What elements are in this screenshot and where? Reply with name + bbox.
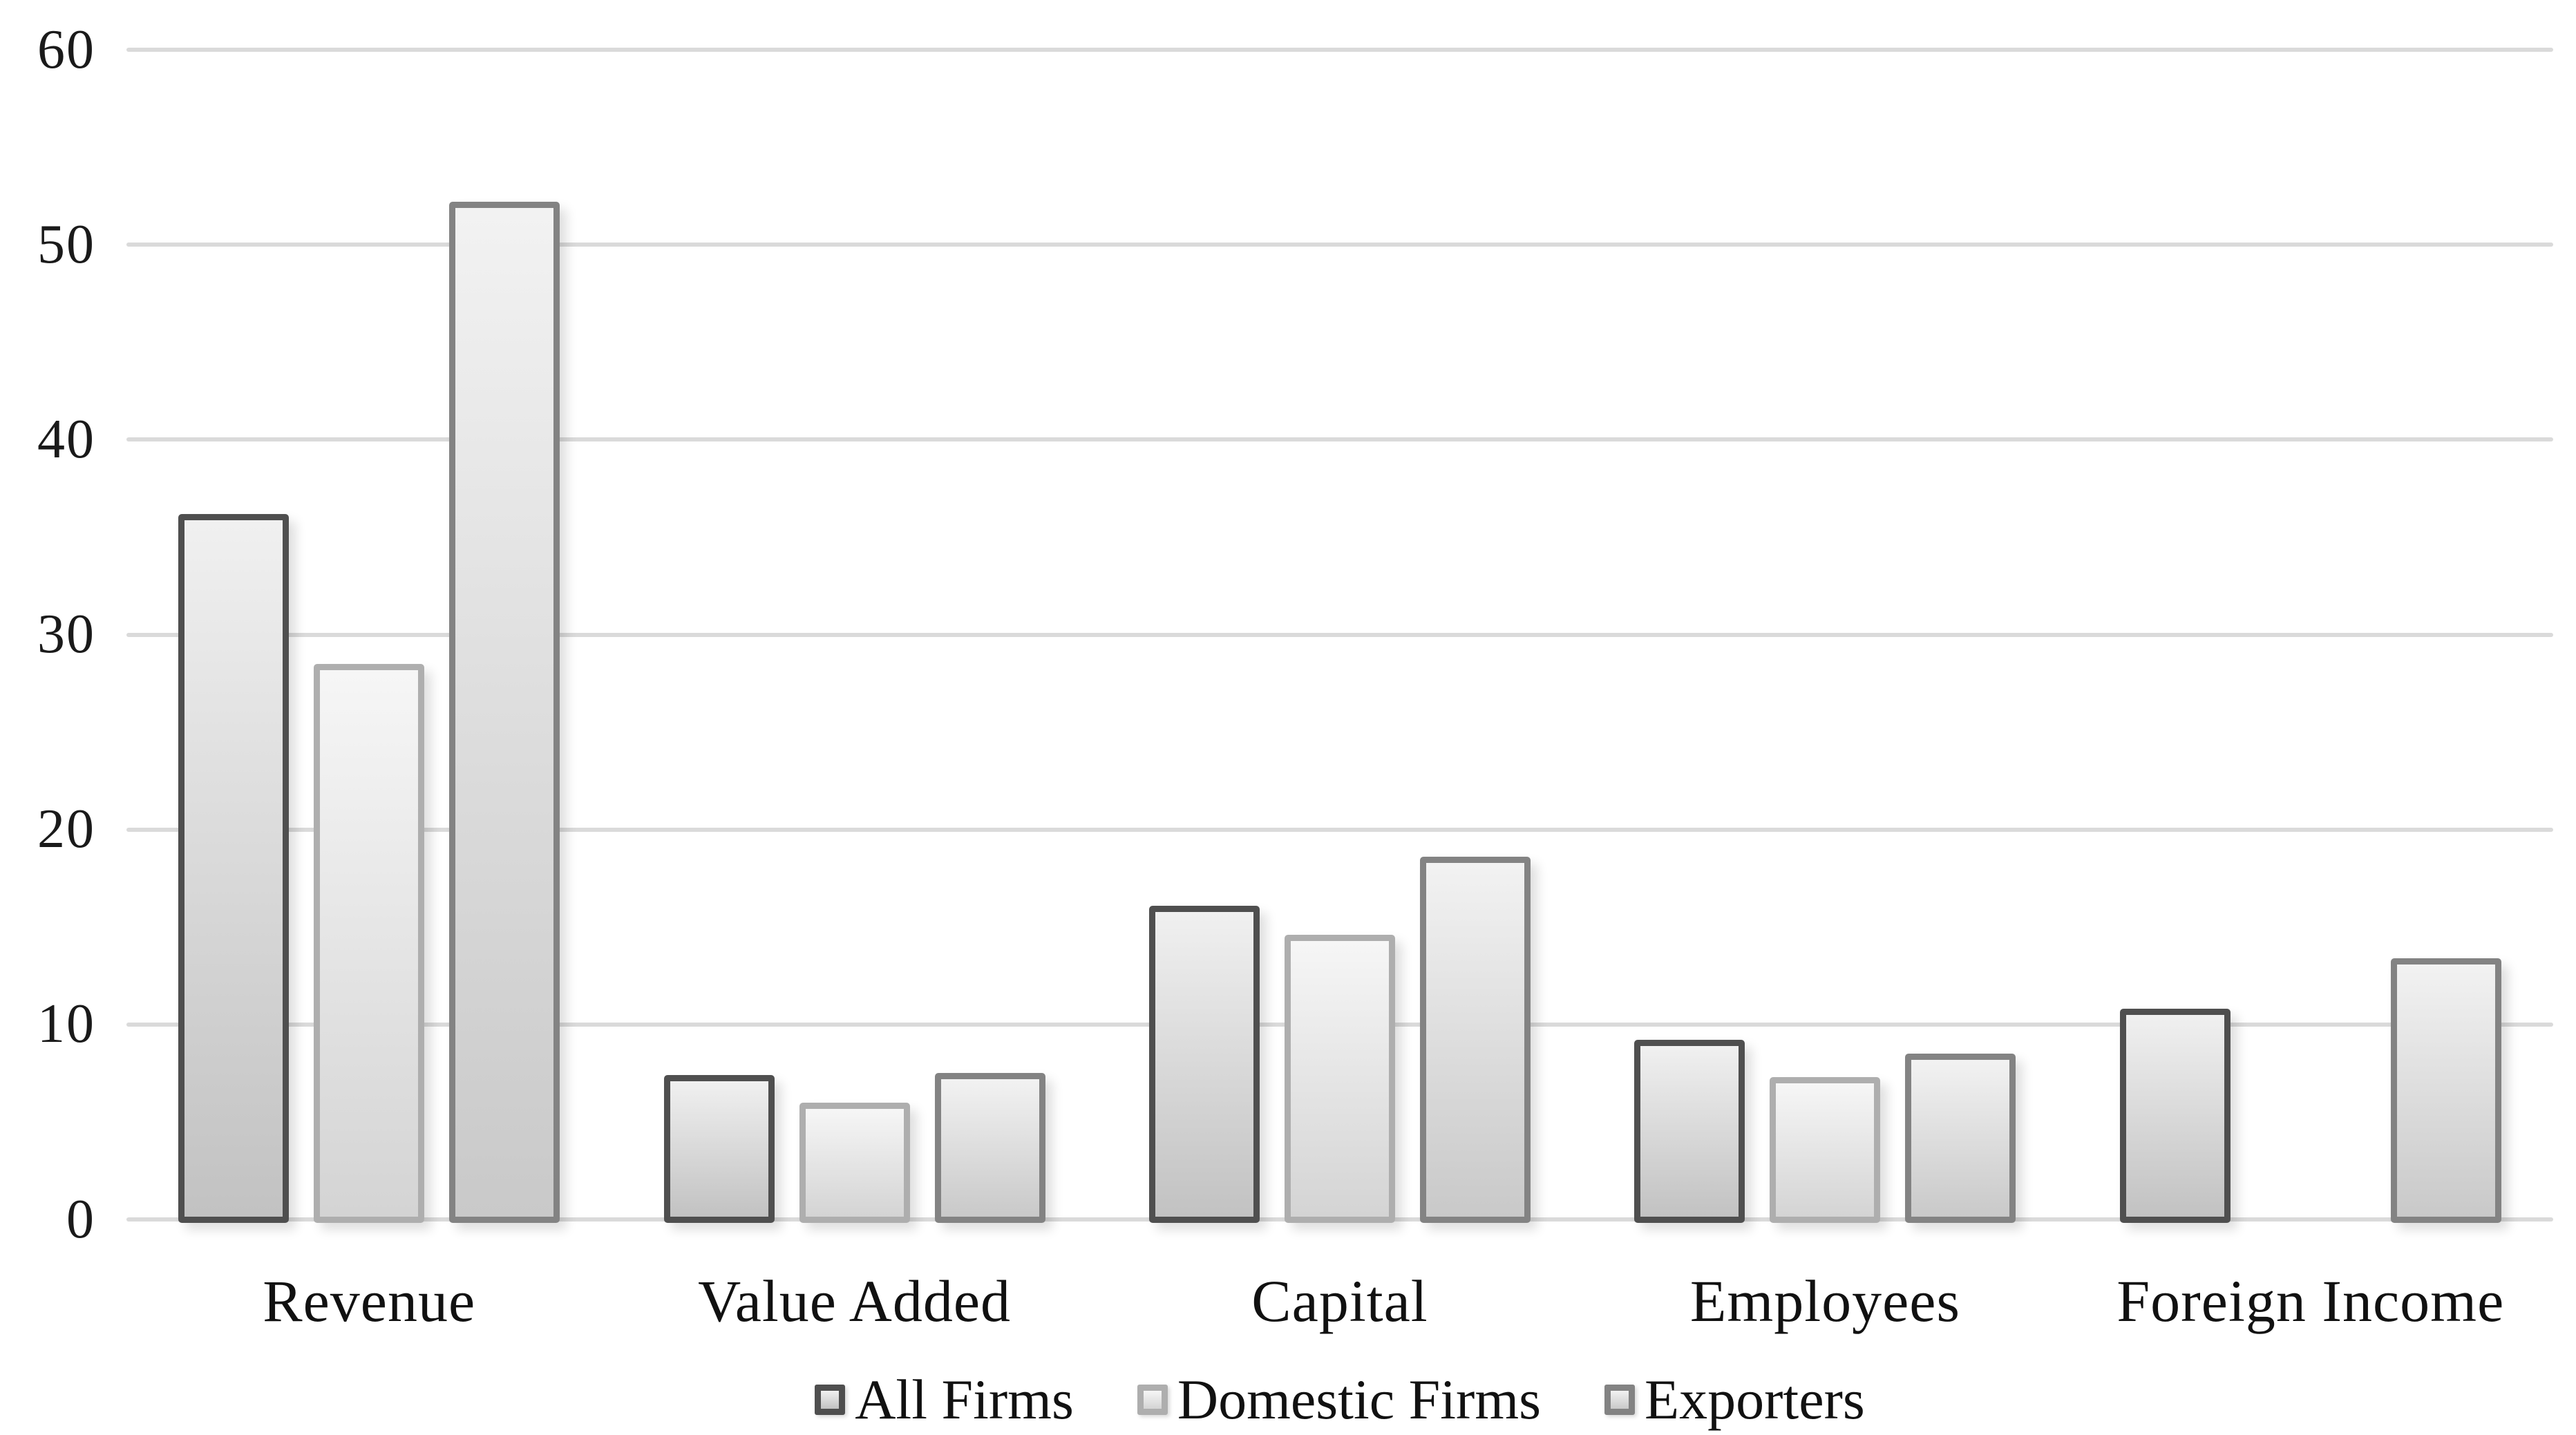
bar-exporters-value-added xyxy=(934,1073,1045,1223)
legend-item-exporters: Exporters xyxy=(1604,1367,1865,1432)
bar-all-firms-capital xyxy=(1149,905,1260,1223)
y-axis-tick-label: 30 xyxy=(37,604,95,665)
legend-swatch-icon xyxy=(1604,1385,1636,1415)
bar-all-firms-employees xyxy=(1634,1040,1745,1223)
gridline-y-20 xyxy=(126,827,2553,832)
x-axis-category-label: Revenue xyxy=(263,1268,476,1334)
legend-item-domestic-firms: Domestic Firms xyxy=(1137,1367,1541,1432)
y-axis-tick-label: 20 xyxy=(37,799,95,860)
legend-label: All Firms xyxy=(855,1368,1074,1431)
bar-domestic-firms-employees xyxy=(1770,1077,1881,1223)
x-axis-category-label: Employees xyxy=(1689,1268,1960,1334)
x-axis-category-label: Capital xyxy=(1251,1268,1428,1334)
bar-domestic-firms-revenue xyxy=(314,663,425,1223)
bar-all-firms-revenue xyxy=(178,513,290,1223)
legend-label: Domestic Firms xyxy=(1177,1368,1542,1431)
gridline-y-30 xyxy=(126,632,2553,637)
y-axis-tick-label: 10 xyxy=(37,994,95,1055)
y-axis-tick-label: 40 xyxy=(37,408,95,470)
gridline-y-40 xyxy=(126,437,2553,442)
gridline-y-60 xyxy=(126,48,2553,52)
legend-label: Exporters xyxy=(1645,1368,1865,1431)
y-axis-tick-label: 50 xyxy=(37,213,95,275)
chart-legend: All Firms Domestic Firms Exporters xyxy=(126,1367,2553,1433)
legend-swatch-icon xyxy=(1137,1385,1168,1415)
bar-exporters-revenue xyxy=(449,202,560,1223)
bar-exporters-foreign-income xyxy=(2390,958,2501,1223)
y-axis-tick-label: 0 xyxy=(66,1188,95,1250)
legend-swatch-icon xyxy=(815,1385,846,1415)
bar-domestic-firms-capital xyxy=(1285,935,1395,1223)
bar-all-firms-foreign-income xyxy=(2119,1009,2231,1223)
y-axis-tick-label: 60 xyxy=(37,19,95,80)
bar-exporters-employees xyxy=(1905,1054,2016,1223)
x-axis-category-label: Foreign Income xyxy=(2116,1268,2505,1334)
bar-domestic-firms-value-added xyxy=(799,1102,910,1223)
gridline-y-50 xyxy=(126,243,2553,247)
x-axis-category-label: Value Added xyxy=(698,1268,1011,1334)
bar-all-firms-value-added xyxy=(663,1075,775,1223)
bar-exporters-capital xyxy=(1420,857,1531,1223)
legend-item-all-firms: All Firms xyxy=(815,1367,1074,1432)
